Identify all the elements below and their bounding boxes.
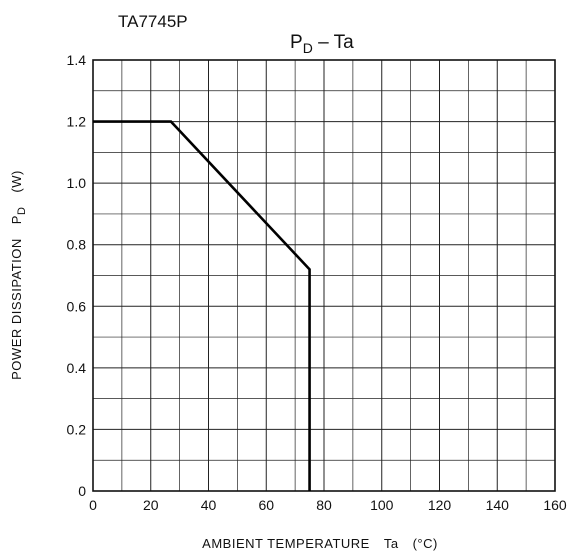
x-tick-label: 20 bbox=[143, 497, 159, 513]
y-axis-label: POWER DISSIPATION bbox=[9, 238, 24, 380]
y-tick-label: 1.0 bbox=[67, 175, 87, 191]
major-gridlines bbox=[93, 60, 555, 491]
chart-title-main: P bbox=[290, 32, 303, 53]
y-axis-title: POWER DISSIPATION PD (W) bbox=[9, 170, 28, 380]
x-tick-label: 140 bbox=[486, 497, 510, 513]
x-axis-symbol: Ta bbox=[384, 536, 399, 551]
y-axis-symbol-subscript: D bbox=[16, 207, 28, 215]
derating-curve-line bbox=[93, 120, 311, 491]
y-axis-unit: (W) bbox=[9, 170, 24, 192]
x-tick-label: 40 bbox=[201, 497, 217, 513]
plot-frame bbox=[92, 59, 556, 492]
x-axis-unit: (°C) bbox=[413, 536, 438, 551]
x-tick-label: 60 bbox=[258, 497, 274, 513]
y-tick-label: 0.4 bbox=[67, 360, 87, 376]
x-axis-label: AMBIENT TEMPERATURE bbox=[202, 536, 370, 551]
part-label: TA7745P bbox=[118, 12, 188, 31]
chart-title-subscript: D bbox=[303, 40, 313, 56]
y-tick-label: 0 bbox=[78, 483, 86, 499]
x-tick-label: 0 bbox=[89, 497, 97, 513]
y-tick-label: 0.6 bbox=[67, 298, 87, 314]
y-axis-symbol: P bbox=[9, 215, 24, 224]
x-tick-label: 100 bbox=[370, 497, 394, 513]
x-axis-title: AMBIENT TEMPERATURE Ta (°C) bbox=[202, 536, 438, 551]
x-axis-tick-labels: 0 20 40 60 80 100 120 140 160 bbox=[89, 497, 567, 513]
y-tick-label: 0.2 bbox=[67, 421, 87, 437]
chart-title: PD – Ta bbox=[290, 32, 354, 56]
x-tick-label: 160 bbox=[543, 497, 567, 513]
y-tick-label: 1.2 bbox=[67, 114, 87, 130]
y-axis-tick-labels: 0 0.2 0.4 0.6 0.8 1.0 1.2 1.4 bbox=[67, 52, 87, 499]
chart-title-suffix: – Ta bbox=[313, 32, 354, 53]
y-tick-label: 1.4 bbox=[67, 52, 87, 68]
x-tick-label: 80 bbox=[316, 497, 332, 513]
series-layer bbox=[93, 120, 311, 491]
y-tick-label: 0.8 bbox=[67, 237, 87, 253]
x-tick-label: 120 bbox=[428, 497, 452, 513]
